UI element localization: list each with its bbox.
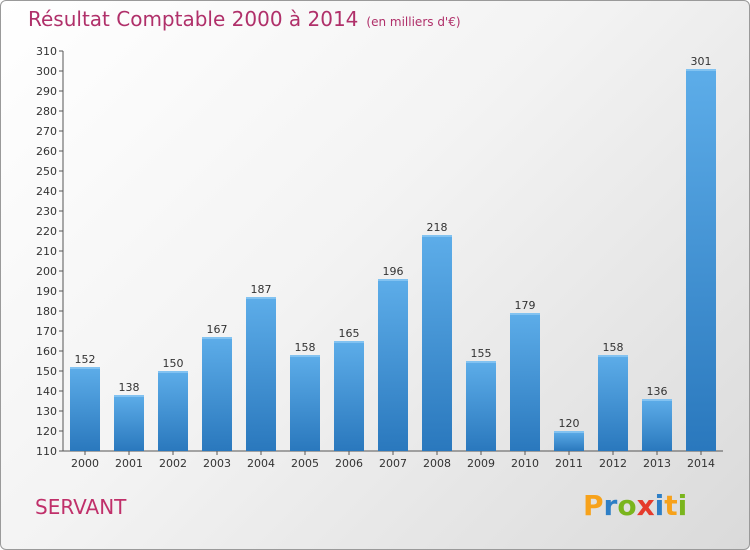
value-label-2005: 158 (295, 341, 316, 354)
y-tick-label: 160 (36, 345, 57, 358)
bar-2000 (70, 367, 100, 451)
chart-subtitle: (en milliers d'€) (366, 15, 461, 29)
bar-2006 (334, 341, 364, 451)
bar-top-2014 (686, 69, 716, 71)
y-tick-label: 170 (36, 325, 57, 338)
y-tick-label: 140 (36, 385, 57, 398)
value-label-2002: 150 (163, 357, 184, 370)
y-tick-label: 300 (36, 65, 57, 78)
logo-letter: P (583, 489, 604, 522)
bar-2004 (246, 297, 276, 451)
y-tick-label: 230 (36, 205, 57, 218)
bar-2001 (114, 395, 144, 451)
bar-top-2002 (158, 371, 188, 373)
commune-name: SERVANT (35, 495, 127, 519)
value-label-2011: 120 (559, 417, 580, 430)
y-tick-label: 290 (36, 85, 57, 98)
y-tick-label: 210 (36, 245, 57, 258)
y-tick-label: 310 (36, 45, 57, 58)
bar-top-2008 (422, 235, 452, 237)
bar-top-2012 (598, 355, 628, 357)
x-tick-label-2003: 2003 (203, 457, 231, 470)
bar-top-2007 (378, 279, 408, 281)
chart-title: Résultat Comptable 2000 à 2014 (28, 7, 359, 31)
bar-top-2005 (290, 355, 320, 357)
bar-2008 (422, 235, 452, 451)
x-tick-label-2002: 2002 (159, 457, 187, 470)
y-tick-label: 250 (36, 165, 57, 178)
y-tick-label: 270 (36, 125, 57, 138)
x-tick-label-2011: 2011 (555, 457, 583, 470)
bar-2003 (202, 337, 232, 451)
bar-top-2006 (334, 341, 364, 343)
bar-2010 (510, 313, 540, 451)
y-axis: 110 120 130 140 150 160 170 180 190 200 210 220 230 2… (36, 45, 64, 458)
value-label-2013: 136 (647, 385, 668, 398)
logo-letter: r (603, 489, 618, 522)
y-tick-label: 190 (36, 285, 57, 298)
value-label-2012: 158 (603, 341, 624, 354)
bar-2014 (686, 69, 716, 451)
y-tick-label: 200 (36, 265, 57, 278)
y-tick-label: 240 (36, 185, 57, 198)
bar-2005 (290, 355, 320, 451)
value-label-2000: 152 (75, 353, 96, 366)
x-tick-label-2007: 2007 (379, 457, 407, 470)
x-axis: 2000 2001 2002 2003 2004 2005 2006 2007 2008 2009… (63, 450, 723, 470)
value-label-2014: 301 (691, 55, 712, 68)
x-tick-label-2010: 2010 (511, 457, 539, 470)
value-label-2010: 179 (515, 299, 536, 312)
y-tick-label: 180 (36, 305, 57, 318)
y-tick-label: 280 (36, 105, 57, 118)
bar-top-2004 (246, 297, 276, 299)
bar-top-2009 (466, 361, 496, 363)
y-tick-label: 110 (36, 445, 57, 458)
y-tick-label: 120 (36, 425, 57, 438)
y-tick-label: 130 (36, 405, 57, 418)
logo-letter: o (617, 489, 637, 522)
value-label-2001: 138 (119, 381, 140, 394)
value-label-2004: 187 (251, 283, 272, 296)
bar-top-2001 (114, 395, 144, 397)
x-tick-label-2009: 2009 (467, 457, 495, 470)
bars (70, 69, 716, 451)
value-label-2009: 155 (471, 347, 492, 360)
bar-2011 (554, 431, 584, 451)
y-tick-label: 150 (36, 365, 57, 378)
value-label-2007: 196 (383, 265, 404, 278)
x-tick-label-2006: 2006 (335, 457, 363, 470)
bar-top-2013 (642, 399, 672, 401)
x-tick-label-2005: 2005 (291, 457, 319, 470)
bar-top-2000 (70, 367, 100, 369)
logo-letter: i (677, 489, 688, 522)
x-tick-label-2001: 2001 (115, 457, 143, 470)
bar-2007 (378, 279, 408, 451)
logo-letter: i (654, 489, 665, 522)
x-tick-label-2014: 2014 (687, 457, 715, 470)
y-tick-label: 220 (36, 225, 57, 238)
bar-top-2003 (202, 337, 232, 339)
x-tick-label-2013: 2013 (643, 457, 671, 470)
value-label-2006: 165 (339, 327, 360, 340)
bar-top-2011 (554, 431, 584, 433)
bar-2013 (642, 399, 672, 451)
logo-letter: t (664, 489, 678, 522)
x-tick-label-2004: 2004 (247, 457, 275, 470)
value-label-2003: 167 (207, 323, 228, 336)
bar-top-2010 (510, 313, 540, 315)
x-tick-label-2000: 2000 (71, 457, 99, 470)
page-title: Résultat Comptable 2000 à 2014 (en millie… (28, 7, 461, 31)
value-label-2008: 218 (427, 221, 448, 234)
value-labels: 152 138 150 167 187 158 165 196 218 155 179 120 158 1… (75, 55, 712, 430)
logo-letter: x (636, 489, 655, 522)
bar-2009 (466, 361, 496, 451)
x-tick-label-2012: 2012 (599, 457, 627, 470)
x-tick-label-2008: 2008 (423, 457, 451, 470)
proxiti-logo[interactable]: Proxiti (583, 489, 687, 522)
bar-2012 (598, 355, 628, 451)
bar-2002 (158, 371, 188, 451)
y-tick-label: 260 (36, 145, 57, 158)
